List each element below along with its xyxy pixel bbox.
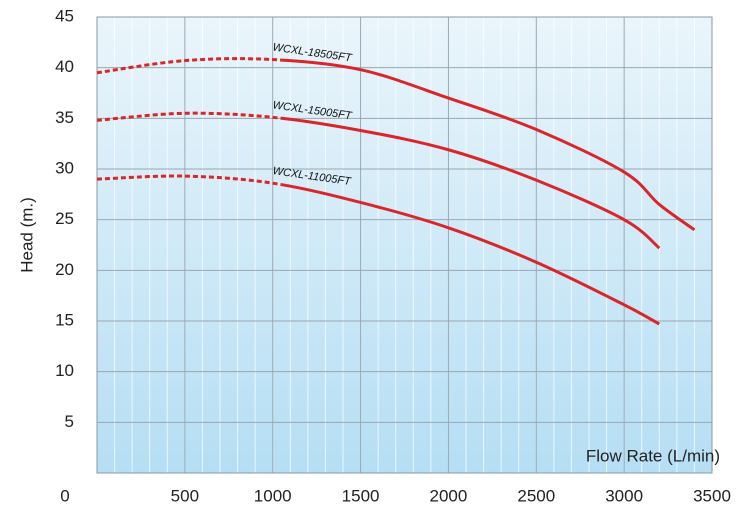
x-tick-label: 1500: [342, 486, 380, 505]
x-tick-label: 3000: [605, 486, 643, 505]
series-line: [96, 57, 696, 232]
y-axis-label: Head (m.): [17, 197, 36, 273]
x-tick-label: 3500: [693, 486, 731, 505]
y-tick-label: 20: [55, 260, 74, 279]
x-tick-label: 500: [171, 486, 199, 505]
plot-border: [96, 16, 713, 474]
y-tick-label: 40: [55, 57, 74, 76]
x-tick-label: 2500: [517, 486, 555, 505]
x-axis-label: Flow Rate (L/min): [586, 446, 720, 465]
y-tick-label: 10: [55, 361, 74, 380]
y-tick-label: 45: [55, 6, 74, 25]
x-tick-label: 0: [60, 486, 69, 505]
y-tick-label: 30: [55, 158, 74, 177]
x-tick-label: 1000: [254, 486, 292, 505]
y-tick-label: 25: [55, 209, 74, 228]
series-line: [96, 111, 661, 250]
series-line: [96, 174, 661, 326]
y-tick-label: 5: [65, 412, 74, 431]
plot-area: [97, 17, 712, 473]
y-tick-label: 35: [55, 108, 74, 127]
x-tick-label: 2000: [430, 486, 468, 505]
y-tick-label: 15: [55, 310, 74, 329]
